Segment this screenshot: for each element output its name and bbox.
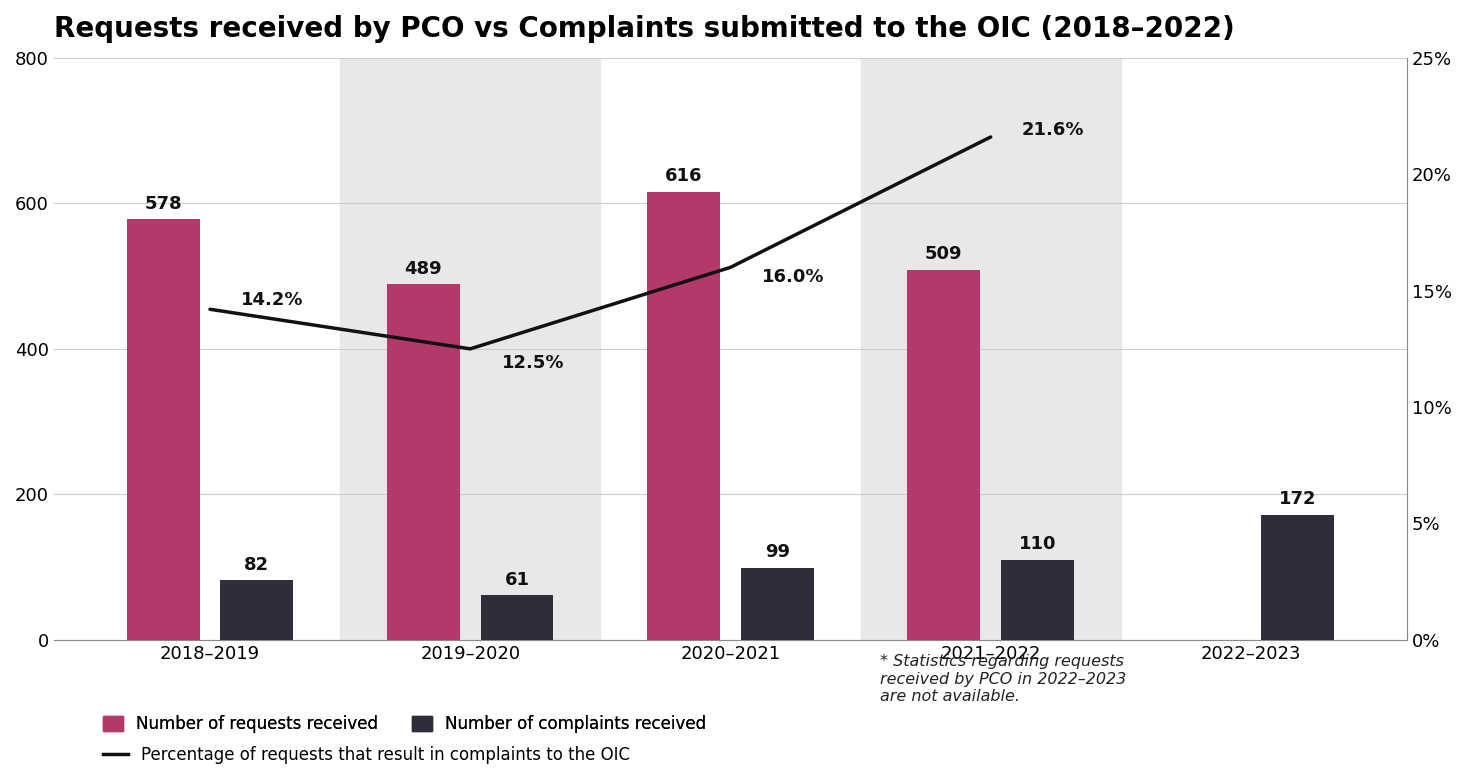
Text: 12.5%: 12.5% — [502, 354, 563, 372]
Bar — [741, 568, 814, 640]
Text: 489: 489 — [405, 259, 442, 277]
Text: 616: 616 — [665, 167, 703, 185]
Text: 16.0%: 16.0% — [761, 268, 824, 286]
Bar — [1262, 515, 1334, 640]
Bar — [1000, 560, 1074, 640]
Text: 578: 578 — [144, 195, 182, 213]
Bar — [387, 284, 459, 640]
Text: 14.2%: 14.2% — [241, 291, 304, 309]
Bar — [340, 58, 600, 640]
Bar — [126, 220, 200, 640]
Text: 509: 509 — [926, 245, 962, 263]
Text: 61: 61 — [505, 571, 530, 589]
Bar — [481, 595, 553, 640]
Text: 99: 99 — [764, 543, 789, 562]
Legend: Number of requests received, Number of complaints received: Number of requests received, Number of c… — [97, 708, 713, 739]
Legend: Percentage of requests that result in complaints to the OIC: Percentage of requests that result in co… — [97, 739, 637, 770]
Text: 110: 110 — [1018, 535, 1056, 553]
Bar — [861, 58, 1121, 640]
Bar — [220, 580, 293, 640]
Text: * Statistics regarding requests
received by PCO in 2022–2023
are not available.: * Statistics regarding requests received… — [880, 654, 1127, 704]
Bar — [908, 270, 980, 640]
Text: 21.6%: 21.6% — [1022, 121, 1084, 139]
Bar — [647, 192, 720, 640]
Text: 172: 172 — [1279, 490, 1316, 508]
Text: Requests received by PCO vs Complaints submitted to the OIC (2018–2022): Requests received by PCO vs Complaints s… — [54, 15, 1235, 43]
Text: 82: 82 — [245, 555, 270, 573]
